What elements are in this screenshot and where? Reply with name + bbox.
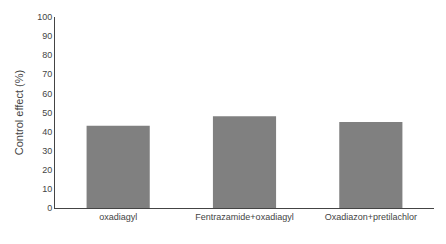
svg-text:20: 20 xyxy=(42,165,52,175)
svg-text:Oxadiazon+pretilachlor: Oxadiazon+pretilachlor xyxy=(325,212,417,222)
svg-text:0: 0 xyxy=(47,203,52,213)
svg-text:90: 90 xyxy=(42,31,52,41)
svg-text:60: 60 xyxy=(42,89,52,99)
svg-text:30: 30 xyxy=(42,146,52,156)
svg-text:70: 70 xyxy=(42,69,52,79)
svg-text:80: 80 xyxy=(42,50,52,60)
svg-text:40: 40 xyxy=(42,127,52,137)
svg-text:50: 50 xyxy=(42,108,52,118)
svg-text:Control effect (%): Control effect (%) xyxy=(13,70,25,155)
svg-text:100: 100 xyxy=(37,12,52,22)
svg-text:10: 10 xyxy=(42,184,52,194)
svg-text:Fentrazamide+oxadiagyl: Fentrazamide+oxadiagyl xyxy=(195,212,293,222)
svg-text:oxadiagyl: oxadiagyl xyxy=(99,212,137,222)
